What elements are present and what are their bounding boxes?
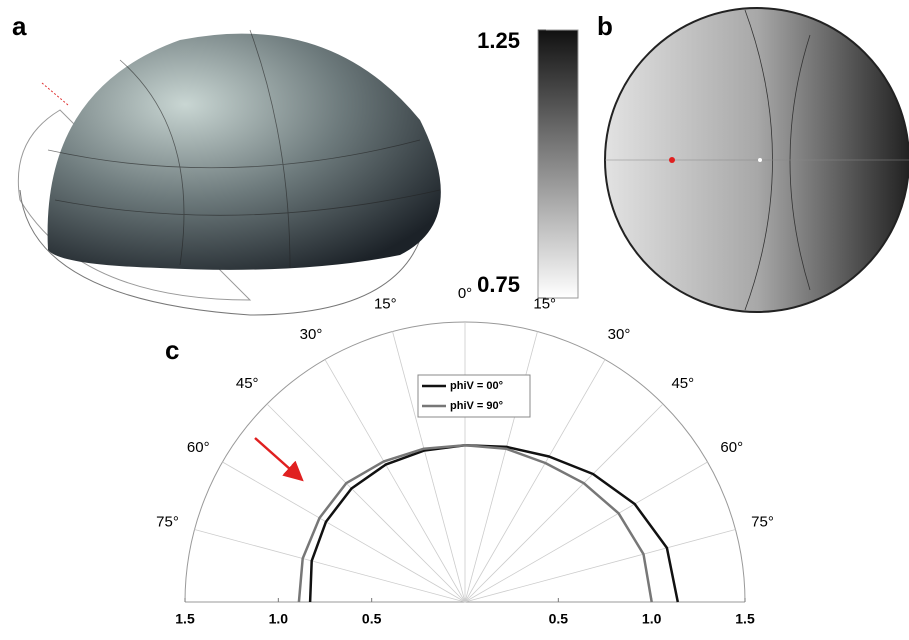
- grid-spoke: [194, 529, 466, 603]
- r-tick-label: 1.5: [175, 611, 195, 627]
- grid-spoke: [464, 529, 736, 603]
- theta-tick-label: 45°: [671, 375, 694, 392]
- legend-label: phiV = 90°: [450, 400, 503, 412]
- panel-label: a: [12, 11, 27, 41]
- r-tick-label: 1.5: [735, 611, 755, 627]
- grid-spoke: [324, 359, 466, 603]
- colorbar-tick-label: 0.75: [477, 272, 520, 297]
- theta-tick-label: 75°: [156, 513, 179, 530]
- colorbar: [537, 29, 579, 299]
- grid-spoke: [464, 331, 538, 603]
- panel-label: c: [165, 335, 179, 365]
- theta-tick-label: 60°: [187, 439, 210, 456]
- series-line: [308, 443, 680, 603]
- dome-render: [17, 29, 441, 316]
- theta-tick-label: 30°: [300, 326, 323, 343]
- r-tick-label: 0.5: [362, 611, 382, 627]
- theta-tick-label: 60°: [720, 439, 743, 456]
- theta-tick-label: 45°: [236, 375, 259, 392]
- r-tick-label: 1.0: [269, 611, 289, 627]
- colorbar-tick-label: 1.25: [477, 28, 520, 53]
- r-tick-label: 1.0: [642, 611, 662, 627]
- grid-spoke: [392, 331, 466, 603]
- theta-tick-label: 0°: [458, 285, 472, 302]
- series-line: [297, 443, 653, 603]
- grid-spoke: [266, 403, 466, 603]
- theta-tick-label: 15°: [374, 295, 397, 312]
- legend-label: phiV = 00°: [450, 380, 503, 392]
- grid-spoke: [222, 461, 466, 603]
- intensity-map: [604, 7, 909, 313]
- grid-spoke: [464, 403, 664, 603]
- theta-tick-label: 75°: [751, 513, 774, 530]
- theta-tick-label: 15°: [533, 295, 556, 312]
- theta-tick-label: 30°: [608, 326, 631, 343]
- legend-box: [417, 374, 531, 418]
- grid-spoke: [464, 461, 708, 603]
- grid-spoke: [464, 359, 606, 603]
- arrow-annotation: [254, 437, 304, 482]
- panel-label: b: [597, 11, 613, 41]
- r-tick-label: 0.5: [549, 611, 569, 627]
